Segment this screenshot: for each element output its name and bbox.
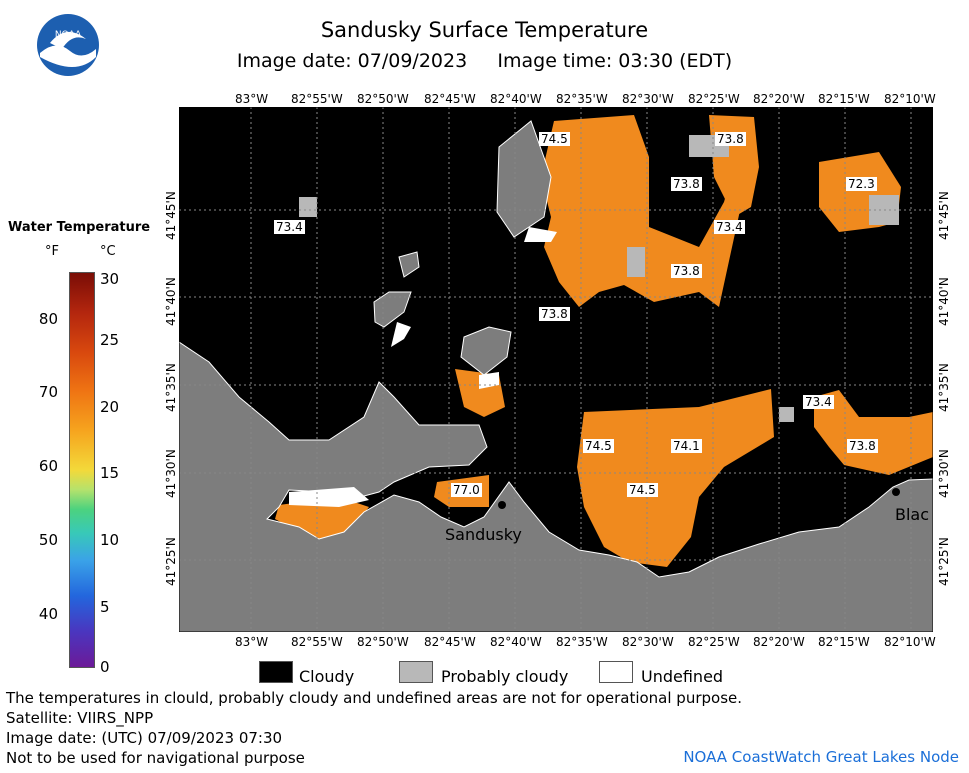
temp-label: 72.3 [846, 177, 877, 191]
temp-label: 74.1 [671, 439, 702, 453]
lon-label-top: 82°50'W [357, 92, 409, 106]
lon-label-bottom: 82°15'W [818, 635, 870, 649]
lon-label-bottom: 82°45'W [424, 635, 476, 649]
lat-label-left: 41°45'N [164, 191, 178, 240]
svg-text:NOAA: NOAA [55, 30, 82, 40]
lon-label-bottom: 82°20'W [753, 635, 805, 649]
lon-label-top: 82°35'W [556, 92, 608, 106]
lat-label-right: 41°25'N [937, 537, 951, 586]
lat-label-left: 41°30'N [164, 449, 178, 498]
c-tick: 20 [100, 398, 120, 416]
city-label-black-river: Blac [895, 505, 930, 524]
lon-label-top: 82°10'W [884, 92, 936, 106]
f-tick: 40 [38, 605, 58, 623]
noaa-logo: NOAA [36, 13, 100, 81]
legend-swatch-probably-cloudy [399, 661, 433, 683]
temp-label: 73.8 [539, 307, 570, 321]
f-tick: 70 [38, 383, 58, 401]
lon-label-bottom: 82°35'W [556, 635, 608, 649]
lat-label-left: 41°35'N [164, 363, 178, 412]
temp-label: 77.0 [451, 483, 482, 497]
c-tick: 5 [100, 598, 110, 616]
undefined-areas [289, 227, 557, 507]
temp-label: 73.8 [671, 177, 702, 191]
navigation-warning: Not to be used for navigational purpose [6, 749, 305, 767]
lon-label-bottom: 83°W [235, 635, 269, 649]
satellite-label: Satellite: VIIRS_NPP [6, 709, 154, 727]
unit-celsius: °C [100, 244, 116, 259]
f-tick: 80 [38, 310, 58, 328]
lon-label-top: 82°15'W [818, 92, 870, 106]
credit-link[interactable]: NOAA CoastWatch Great Lakes Node [683, 748, 959, 766]
probably-cloudy-patches [299, 135, 899, 422]
c-tick: 15 [100, 464, 120, 482]
lon-label-top: 83°W [235, 92, 269, 106]
temperature-colorbar [69, 272, 95, 668]
disclaimer-note: The temperatures in clould, probably clo… [6, 689, 743, 707]
temp-label: 73.4 [803, 395, 834, 409]
unit-fahrenheit: °F [45, 244, 59, 259]
f-tick: 50 [38, 531, 58, 549]
legend-swatch-undefined [599, 661, 633, 683]
colorbar-title: Water Temperature [8, 220, 151, 235]
temp-label: 73.8 [715, 132, 746, 146]
lat-label-right: 41°40'N [937, 277, 951, 326]
temp-label: 74.5 [539, 132, 570, 146]
map-canvas [179, 107, 933, 632]
legend-swatch-cloudy [259, 661, 293, 683]
lat-label-left: 41°40'N [164, 277, 178, 326]
graticule [179, 107, 933, 632]
lon-label-bottom: 82°10'W [884, 635, 936, 649]
c-tick: 0 [100, 658, 110, 676]
c-tick: 30 [100, 270, 120, 288]
lon-label-bottom: 82°40'W [490, 635, 542, 649]
warm-water-regions [275, 115, 933, 567]
sandusky-marker [498, 501, 506, 509]
lat-label-right: 41°30'N [937, 449, 951, 498]
legend-label-probably-cloudy: Probably cloudy [441, 667, 569, 686]
legend-label-undefined: Undefined [641, 667, 724, 686]
lat-label-right: 41°35'N [937, 363, 951, 412]
lon-label-bottom: 82°25'W [688, 635, 740, 649]
lon-label-top: 82°25'W [688, 92, 740, 106]
temp-label: 74.5 [627, 483, 658, 497]
lat-label-right: 41°45'N [937, 191, 951, 240]
map-title: Sandusky Surface Temperature [320, 18, 649, 42]
city-label-sandusky: Sandusky [445, 525, 522, 544]
lon-label-bottom: 82°30'W [622, 635, 674, 649]
temp-label: 73.4 [714, 220, 745, 234]
legend-label-cloudy: Cloudy [299, 667, 355, 686]
lat-label-left: 41°25'N [164, 537, 178, 586]
temperature-map: 74.5 73.8 73.8 73.4 73.8 72.3 73.4 73.8 … [179, 107, 933, 632]
lon-label-top: 82°20'W [753, 92, 805, 106]
f-tick: 60 [38, 457, 58, 475]
temp-label: 73.8 [847, 439, 878, 453]
temp-label: 74.5 [583, 439, 614, 453]
lon-label-bottom: 82°50'W [357, 635, 409, 649]
lon-label-top: 82°45'W [424, 92, 476, 106]
image-date-time: Image date: 07/09/2023 Image time: 03:30… [236, 50, 733, 72]
c-tick: 10 [100, 531, 120, 549]
c-tick: 25 [100, 331, 120, 349]
lon-label-top: 82°55'W [291, 92, 343, 106]
black-river-marker [892, 488, 900, 496]
temp-label: 73.8 [671, 264, 702, 278]
temp-label: 73.4 [274, 220, 305, 234]
lon-label-top: 82°40'W [490, 92, 542, 106]
lon-label-top: 82°30'W [622, 92, 674, 106]
utc-date-label: Image date: (UTC) 07/09/2023 07:30 [6, 729, 283, 747]
lon-label-bottom: 82°55'W [291, 635, 343, 649]
